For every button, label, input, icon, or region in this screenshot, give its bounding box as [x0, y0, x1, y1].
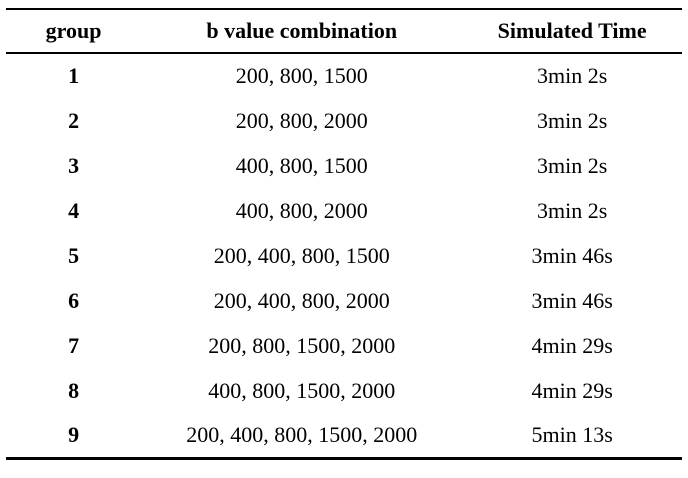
- time-cell: 3min 2s: [536, 152, 608, 178]
- time-cell: 5min 13s: [531, 421, 613, 447]
- group-cell: 4: [68, 197, 80, 223]
- combination-cell: 200, 800, 2000: [235, 107, 368, 133]
- group-cell: 5: [68, 242, 80, 268]
- header-row: group b value combination Simulated Time: [6, 9, 682, 53]
- group-cell: 1: [68, 63, 80, 88]
- time-cell: 4min 29s: [531, 377, 613, 403]
- column-header-time: Simulated Time: [497, 18, 647, 43]
- combination-cell: 200, 400, 800, 1500, 2000: [186, 421, 418, 447]
- combination-cell: 200, 400, 800, 1500: [213, 242, 390, 268]
- table-row: 3 400, 800, 1500 3min 2s: [6, 143, 682, 188]
- time-cell: 3min 46s: [531, 287, 613, 313]
- combination-cell: 400, 800, 2000: [235, 197, 368, 223]
- table-row: 5 200, 400, 800, 1500 3min 46s: [6, 233, 682, 278]
- group-cell: 9: [68, 421, 80, 447]
- group-cell: 3: [68, 152, 80, 178]
- table-row: 7 200, 800, 1500, 2000 4min 29s: [6, 323, 682, 368]
- group-cell: 7: [68, 332, 80, 358]
- combination-cell: 200, 400, 800, 2000: [213, 287, 390, 313]
- time-cell: 4min 29s: [531, 332, 613, 358]
- simulated-time-table: group b value combination Simulated Time…: [6, 8, 682, 460]
- group-cell: 8: [68, 377, 80, 403]
- combination-cell: 400, 800, 1500, 2000: [208, 377, 396, 403]
- group-cell: 6: [68, 287, 80, 313]
- table-row: 2 200, 800, 2000 3min 2s: [6, 98, 682, 143]
- column-header-group: group: [45, 18, 102, 43]
- table-row: 9 200, 400, 800, 1500, 2000 5min 13s: [6, 413, 682, 458]
- table-row: 8 400, 800, 1500, 2000 4min 29s: [6, 368, 682, 413]
- combination-cell: 200, 800, 1500, 2000: [208, 332, 396, 358]
- table-container: group b value combination Simulated Time…: [6, 8, 682, 460]
- table-row: 1 200, 800, 1500 3min 2s: [6, 53, 682, 98]
- time-cell: 3min 2s: [536, 197, 608, 223]
- combination-cell: 400, 800, 1500: [235, 152, 368, 178]
- time-cell: 3min 2s: [536, 63, 608, 88]
- time-cell: 3min 46s: [531, 242, 613, 268]
- table-row: 4 400, 800, 2000 3min 2s: [6, 188, 682, 233]
- group-cell: 2: [68, 107, 80, 133]
- table-row: 6 200, 400, 800, 2000 3min 46s: [6, 278, 682, 323]
- time-cell: 3min 2s: [536, 107, 608, 133]
- combination-cell: 200, 800, 1500: [235, 63, 368, 88]
- column-header-combination: b value combination: [206, 18, 398, 43]
